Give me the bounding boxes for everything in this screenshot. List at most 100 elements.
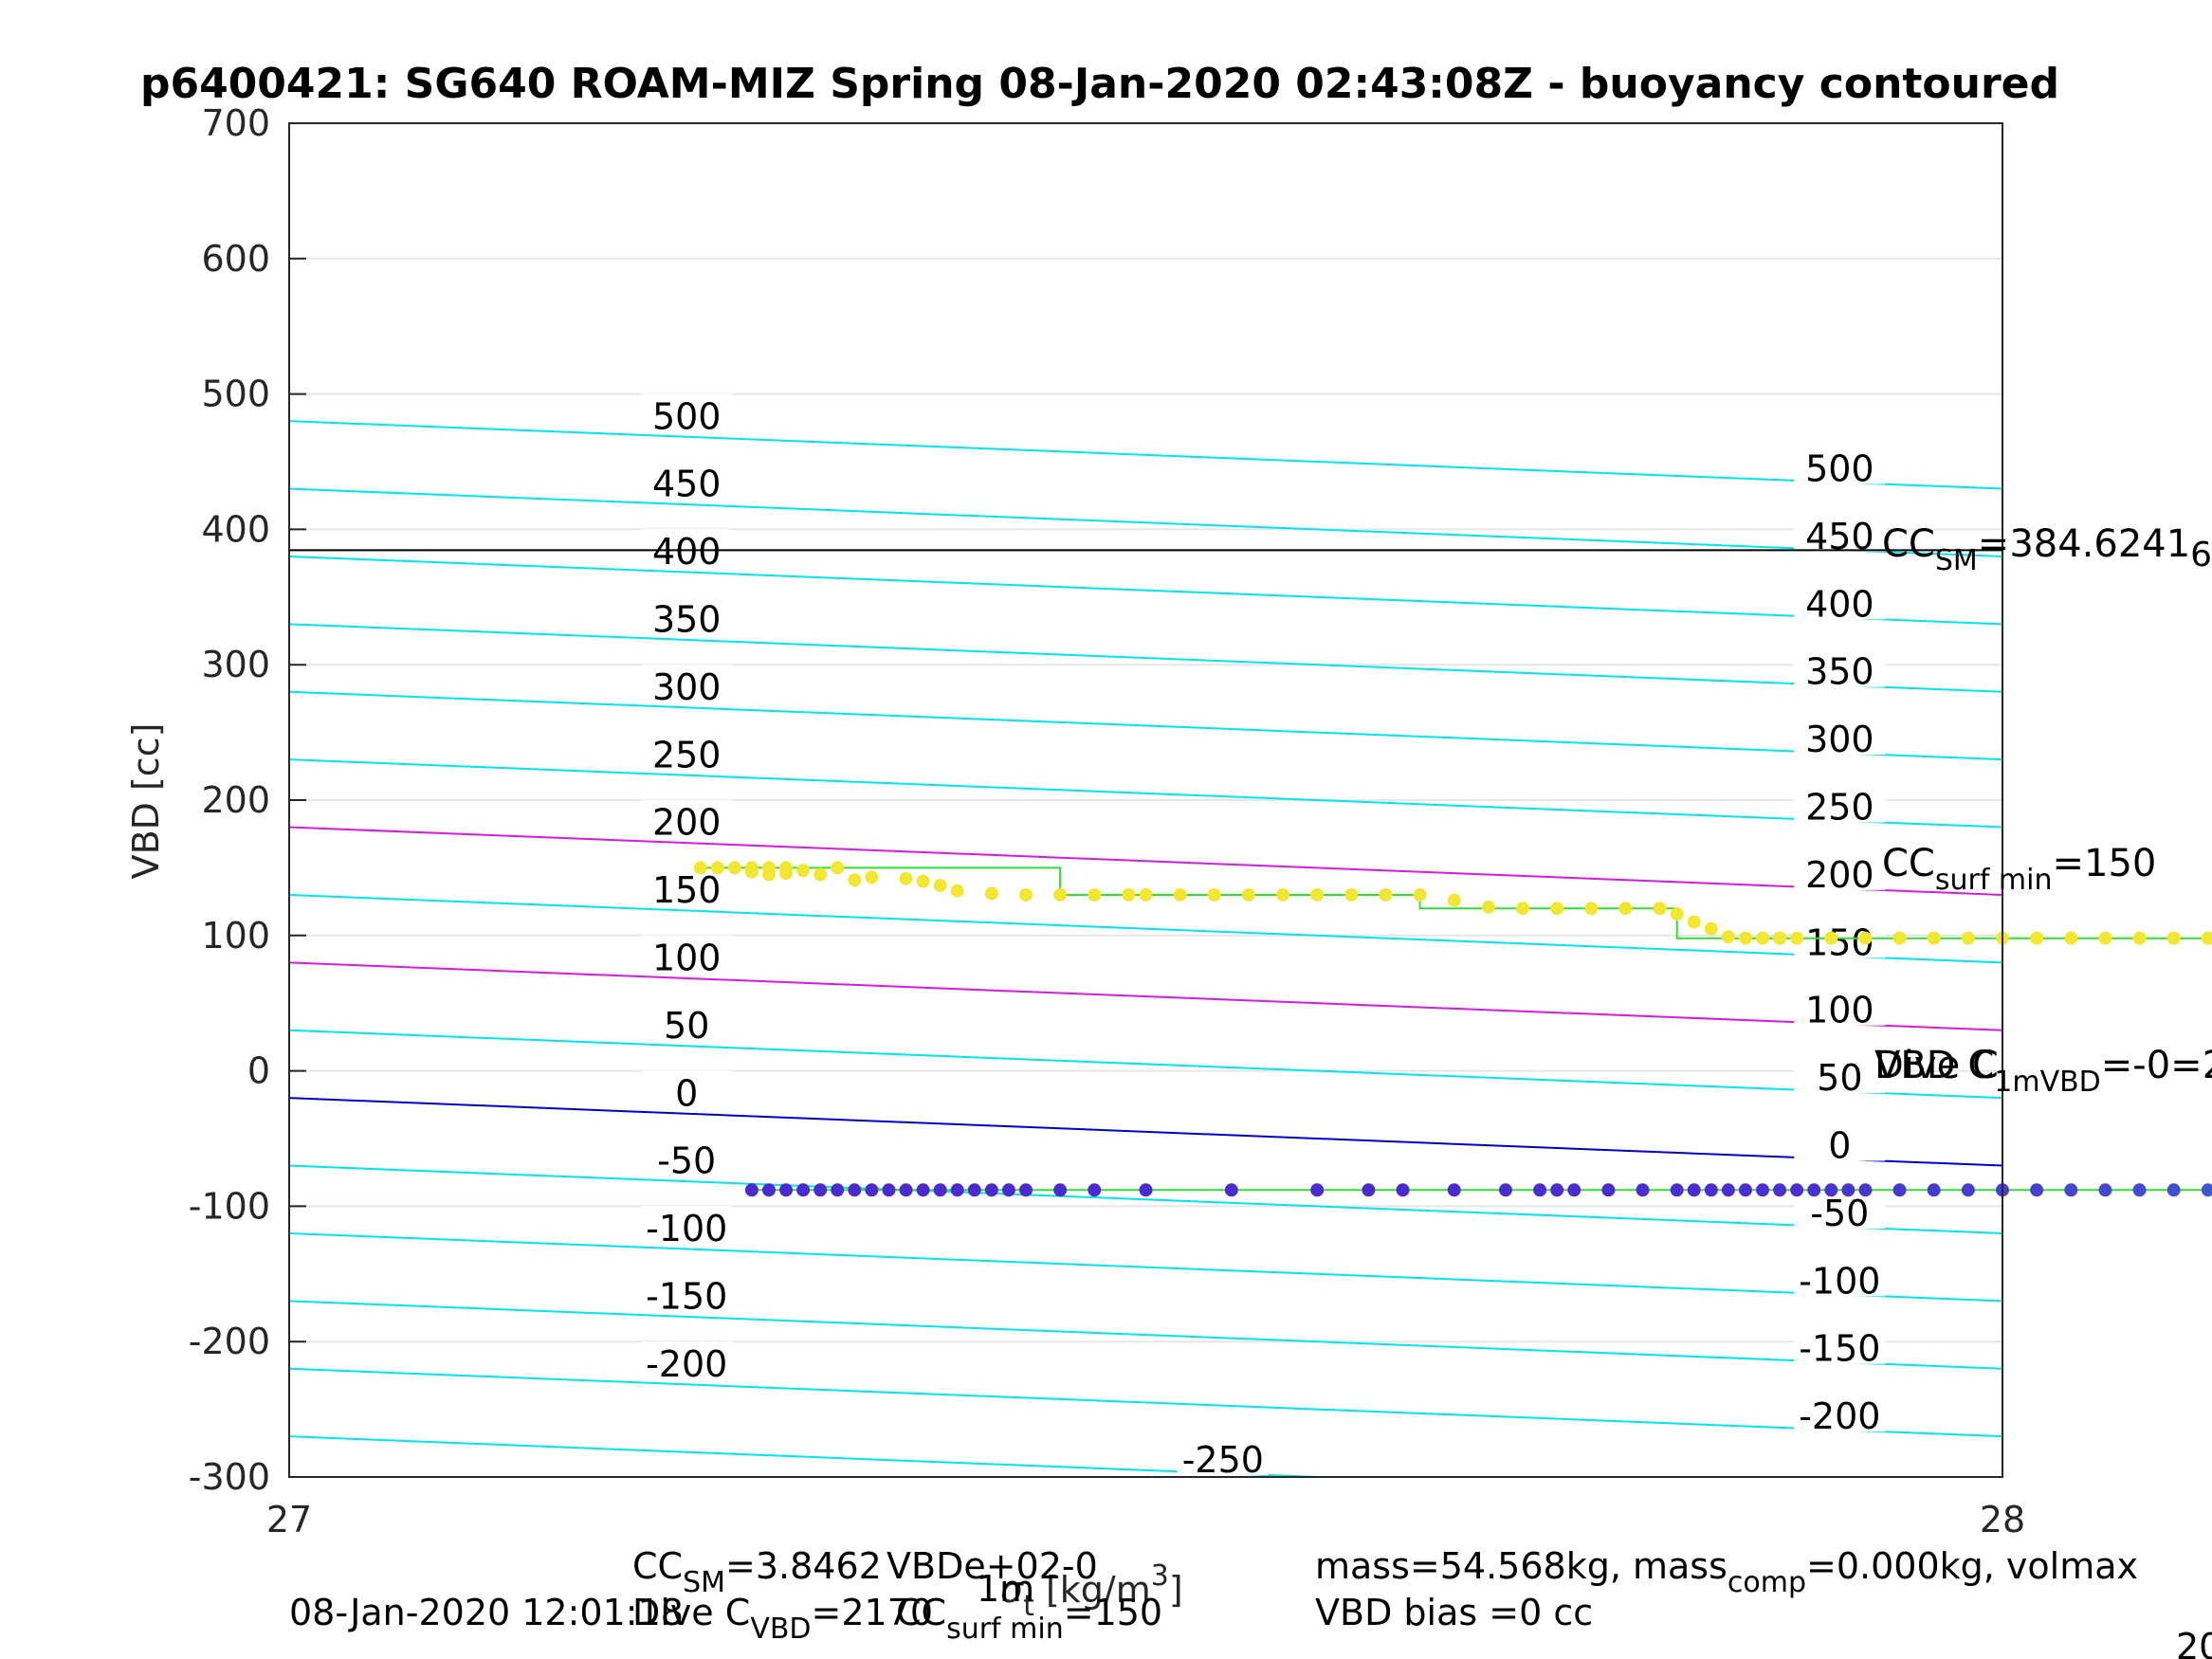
descent-point xyxy=(933,878,947,892)
descent-point xyxy=(1310,887,1325,902)
contour-label-bg xyxy=(1794,784,1886,823)
descent-point xyxy=(1584,902,1599,916)
contour-label-bg xyxy=(641,1070,733,1109)
climb-point xyxy=(848,1183,862,1197)
climb-point xyxy=(865,1183,879,1197)
climb-point xyxy=(1396,1183,1410,1197)
c-vbd-annotation-b: VBD C1mVBD=-0=2170 xyxy=(1874,1044,2212,1099)
y-tick-label: 100 xyxy=(201,915,270,957)
descent-point xyxy=(2030,931,2044,945)
descent-point xyxy=(1481,900,1495,914)
y-tick-label: -100 xyxy=(189,1185,270,1227)
contour-line xyxy=(288,1029,2003,1100)
climb-point xyxy=(1841,1183,1856,1197)
contour-label-right: -50 xyxy=(1810,1193,1869,1234)
contour-line xyxy=(288,1367,2003,1438)
footer-vbd-sub: 1m xyxy=(977,1568,1034,1610)
climb-point xyxy=(2132,1183,2147,1197)
y-tick-label: -200 xyxy=(189,1321,270,1362)
descent-point xyxy=(1276,887,1290,902)
x-axis-label: σt [kg/m3] xyxy=(1000,1559,1183,1623)
contour-line xyxy=(288,1231,2003,1303)
y-axis-label: VBD [cc] xyxy=(125,723,167,880)
y-tick-label: 600 xyxy=(201,238,270,280)
descent-point xyxy=(727,861,741,875)
descent-point xyxy=(848,873,862,887)
climb-point xyxy=(1224,1183,1238,1197)
contour-label-bg xyxy=(1794,1122,1886,1161)
descent-point xyxy=(2132,931,2147,945)
contour-label-bg xyxy=(1794,1190,1886,1229)
y-tick-label: 500 xyxy=(201,374,270,415)
contour-labels: -200 -150 -100 -50 0 50 100 150 200 250 300 350 400 4… xyxy=(641,393,1886,1481)
contour-label-bg xyxy=(1794,1258,1886,1297)
contour-label-bg xyxy=(641,1340,733,1379)
descent-point xyxy=(2098,931,2112,945)
contour-label-right: -200 xyxy=(1799,1395,1880,1437)
c-vbd-annotation-a: Dive C xyxy=(1874,1044,1999,1087)
climb-point xyxy=(1019,1183,1033,1197)
climb-point xyxy=(2098,1183,2112,1197)
climb-point xyxy=(1721,1183,1735,1197)
descent-point xyxy=(1773,931,1787,945)
descent-point xyxy=(710,861,724,875)
descent-point xyxy=(1670,906,1684,921)
contour-label-bg xyxy=(641,799,733,838)
contour-label-bg xyxy=(641,596,733,635)
climb-point xyxy=(1704,1183,1718,1197)
x-tick-label: 28 xyxy=(1980,1499,2025,1540)
climb-point xyxy=(967,1183,981,1197)
descent-point xyxy=(1927,931,1941,945)
contour-label-right: 250 xyxy=(1805,786,1874,828)
climb-point xyxy=(1447,1183,1461,1197)
contour-label-bg xyxy=(641,461,733,500)
contour-label-left: 50 xyxy=(664,1005,709,1047)
descent-point xyxy=(1088,887,1102,902)
contour-label-bg xyxy=(641,1002,733,1041)
cc-surf-min-annotation: CCsurf min=150 xyxy=(1882,842,2156,897)
climb-points xyxy=(744,1183,2212,1197)
contour-label-bg xyxy=(1794,513,1886,552)
climb-point xyxy=(1858,1183,1873,1197)
descent-point xyxy=(1790,931,1804,945)
climb-point xyxy=(814,1183,828,1197)
contour-label-left: -100 xyxy=(646,1208,727,1249)
y-tick-label: 400 xyxy=(201,508,270,550)
descent-point xyxy=(1139,887,1153,902)
contour-line xyxy=(288,555,2003,626)
contour-label-left: 200 xyxy=(652,802,722,844)
climb-point xyxy=(1824,1183,1838,1197)
descent-point xyxy=(865,870,879,884)
contour-label-right: 0 xyxy=(1828,1124,1851,1166)
descent-point xyxy=(1653,902,1667,916)
contour-label-bottom: -250 xyxy=(1182,1439,1264,1481)
contour-label-left: -200 xyxy=(646,1343,727,1385)
climb-point xyxy=(1550,1183,1564,1197)
climb-point xyxy=(1088,1183,1102,1197)
climb-point xyxy=(1773,1183,1787,1197)
descent-point xyxy=(1019,887,1033,902)
contour-line xyxy=(288,1300,2003,1370)
climb-point xyxy=(1139,1183,1153,1197)
y-tick-labels: -300 -200 -100 0 100 200 300 400 500 600 700 xyxy=(189,102,306,1498)
contour-label-right: -150 xyxy=(1799,1328,1880,1370)
descent-point xyxy=(2166,931,2181,945)
climb-point xyxy=(761,1183,776,1197)
descent-point xyxy=(1618,902,1633,916)
contour-label-bg xyxy=(641,664,733,702)
descent-point xyxy=(761,867,776,882)
climb-point xyxy=(950,1183,964,1197)
descent-point xyxy=(814,867,828,882)
contour-line xyxy=(288,487,2003,557)
descent-point xyxy=(1053,887,1068,902)
footer-dive-c-vbd: Dive CVBD=2170 xyxy=(632,1592,933,1646)
descent-point xyxy=(1687,915,1701,929)
climb-point xyxy=(1362,1183,1376,1197)
climb-point xyxy=(1670,1183,1684,1197)
climb-point xyxy=(796,1183,811,1197)
climb-point xyxy=(779,1183,794,1197)
footer-cc-sm: CCSM=3.8462 xyxy=(632,1545,882,1599)
contour-label-bg xyxy=(641,935,733,974)
descent-points xyxy=(693,861,2212,945)
climb-point xyxy=(831,1183,845,1197)
